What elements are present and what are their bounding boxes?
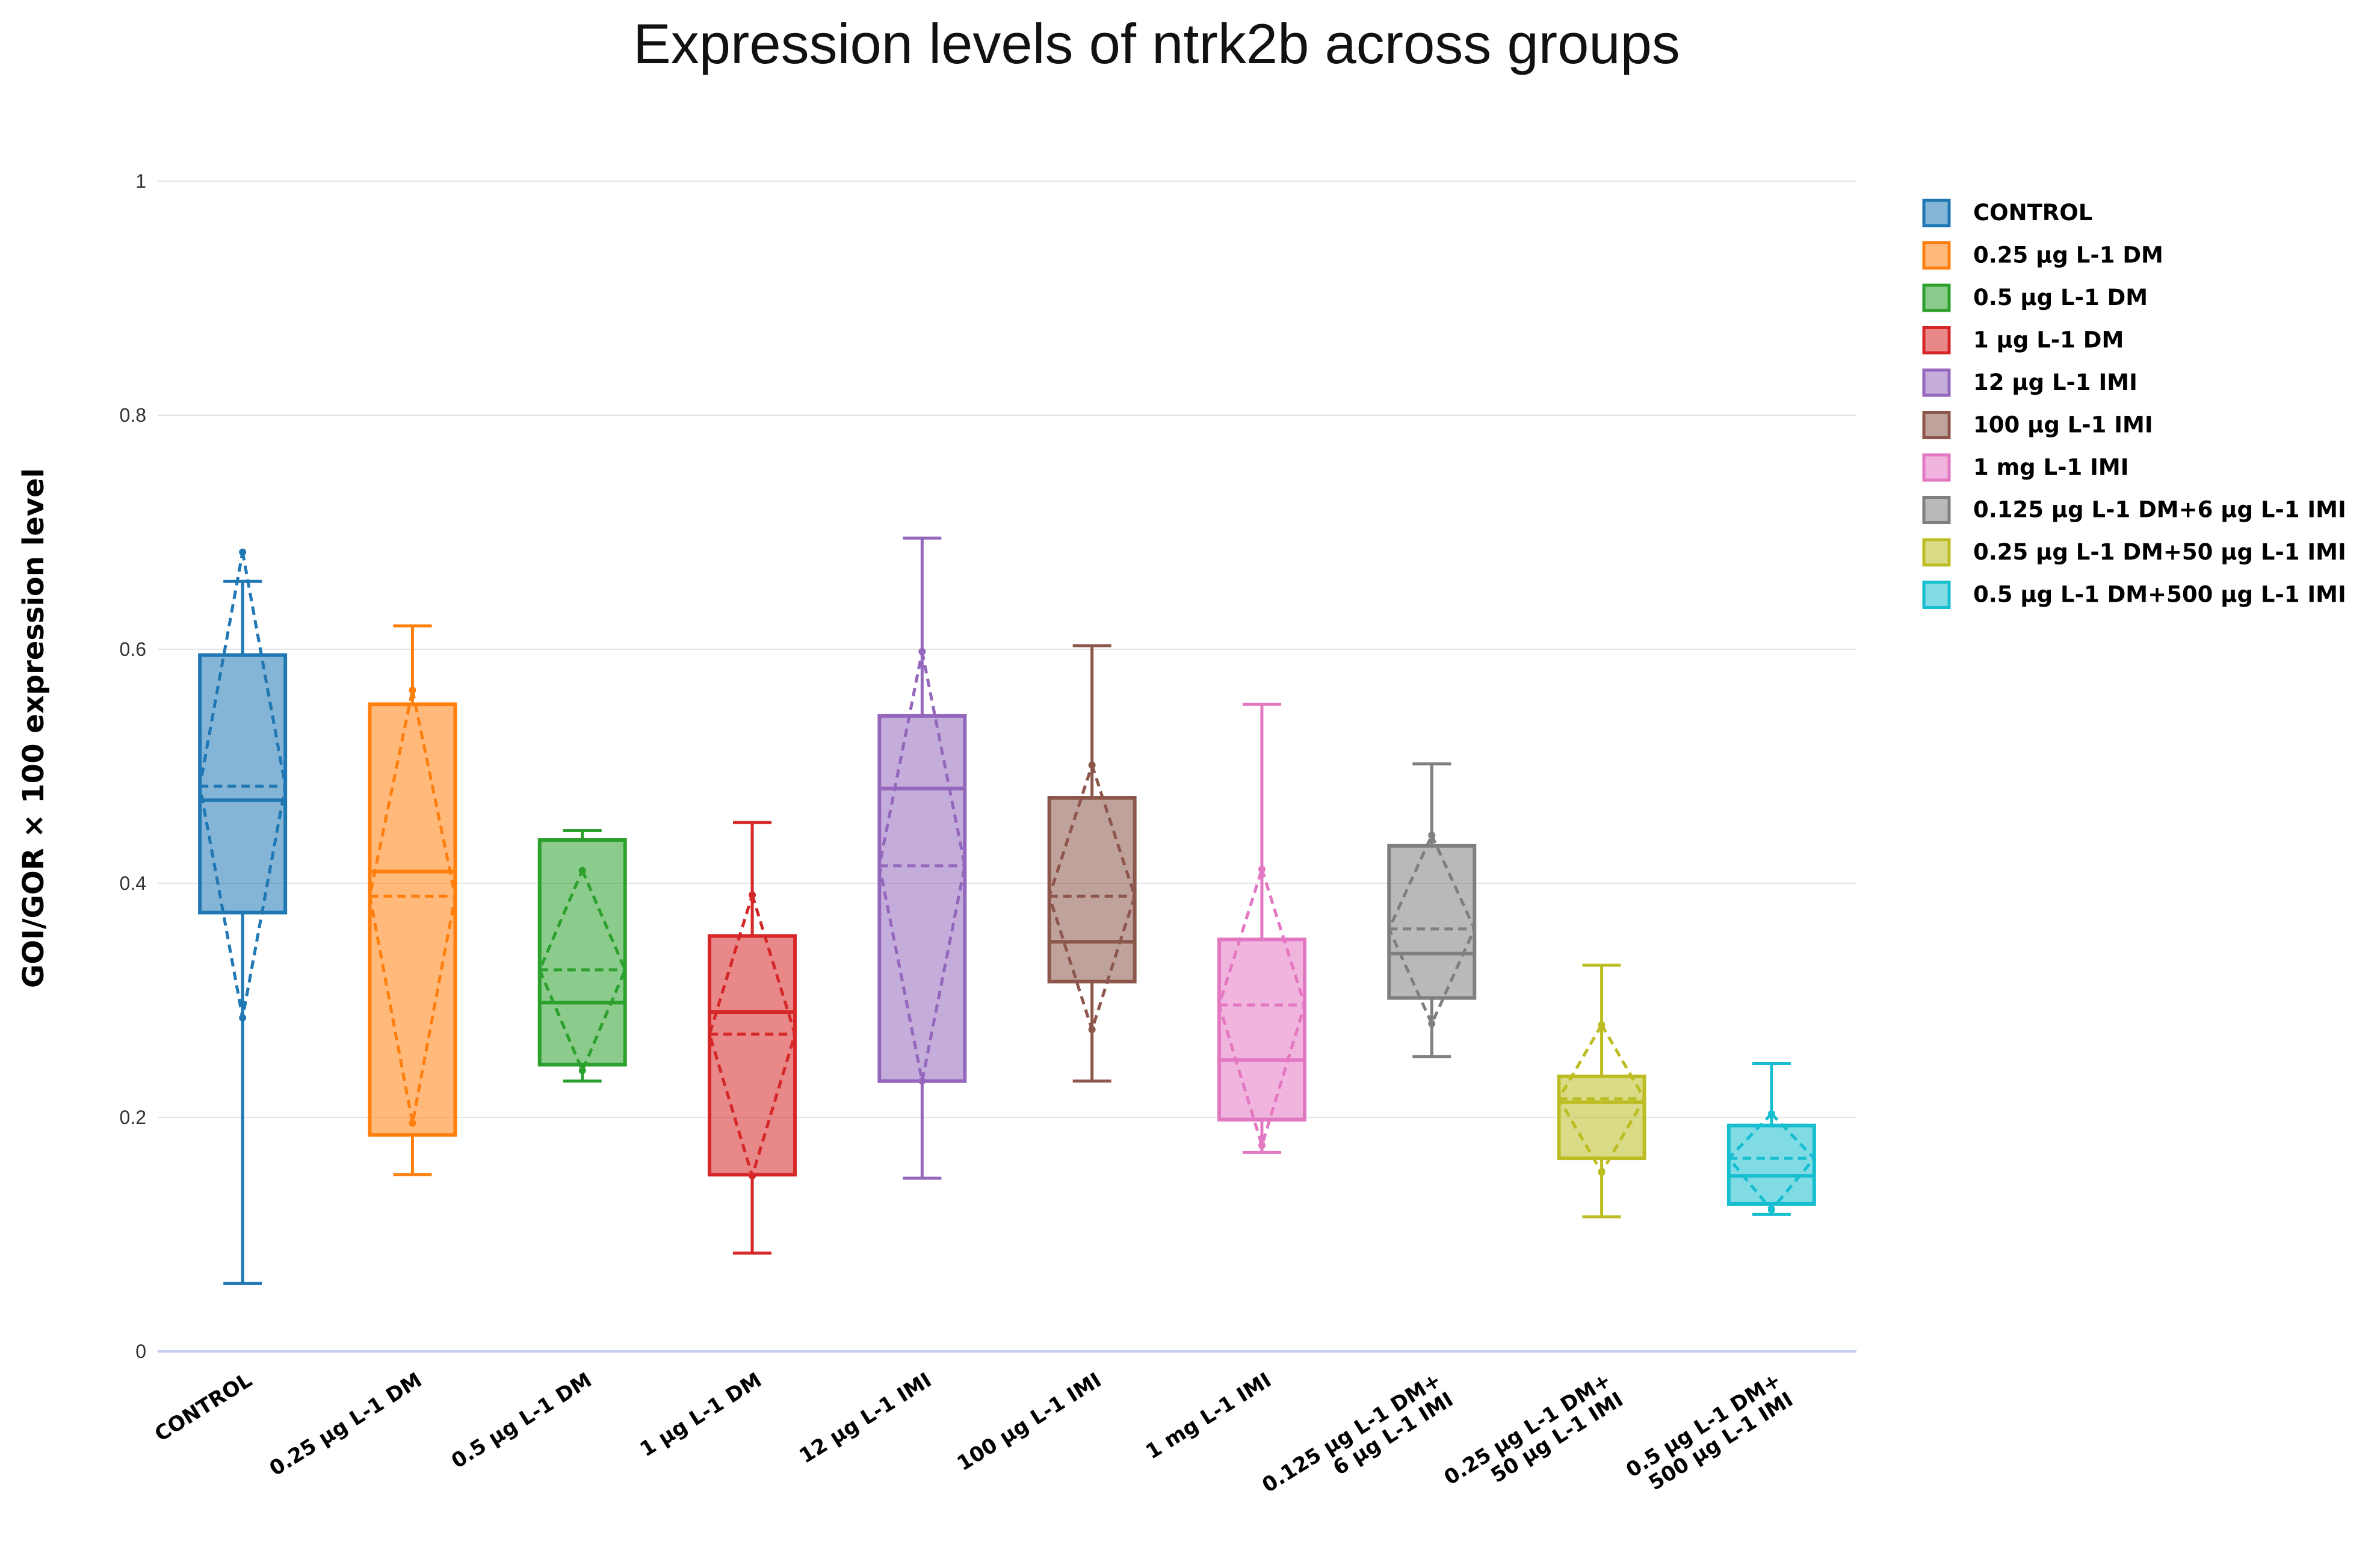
legend-swatch	[1922, 496, 1951, 524]
box-group[interactable]	[877, 536, 967, 1180]
x-tick-label: 0.5 µg L-1 DM+500 µg L-1 IMI	[1622, 1368, 1797, 1502]
sd-marker	[1598, 1168, 1606, 1176]
legend-label: 0.25 µg L-1 DM	[1973, 242, 2163, 268]
sd-marker	[578, 1067, 586, 1075]
box-group[interactable]	[368, 624, 457, 1176]
sd-marker	[239, 1014, 247, 1022]
legend-label: 0.5 µg L-1 DM+500 µg L-1 IMI	[1973, 582, 2346, 608]
box-group[interactable]	[198, 548, 288, 1285]
legend-item[interactable]: 1 µg L-1 DM	[1922, 326, 2124, 354]
box-group[interactable]	[1557, 963, 1646, 1218]
box-iqr	[1726, 1123, 1816, 1206]
sd-diamond	[368, 690, 457, 1124]
y-tick-label: 0.4	[120, 872, 146, 894]
box-group[interactable]	[1726, 1062, 1817, 1216]
box-iqr	[537, 838, 627, 1067]
y-axis-label: GOI/GOR × 100 expression level	[17, 468, 51, 988]
x-axis: CONTROL 0.25 µg L-1 DM 0.5 µg L-1 DM 1 µg L…	[150, 1368, 1797, 1517]
legend-item[interactable]: 0.25 µg L-1 DM	[1922, 241, 2163, 270]
y-tick-label: 0.2	[120, 1107, 146, 1128]
x-tick-label: CONTROL	[150, 1368, 256, 1447]
legend-item[interactable]: 12 µg L-1 IMI	[1922, 368, 2137, 397]
legend[interactable]: CONTROL 0.25 µg L-1 DM 0.5 µg L-1 DM 1 µg L…	[1922, 199, 2346, 609]
legend-label: 12 µg L-1 IMI	[1973, 369, 2137, 395]
legend-label: 0.25 µg L-1 DM+50 µg L-1 IMI	[1973, 539, 2346, 565]
legend-item[interactable]: 0.5 µg L-1 DM+500 µg L-1 IMI	[1922, 581, 2346, 609]
box-iqr	[877, 714, 967, 1083]
x-tick-label: 0.25 µg L-1 DM	[265, 1368, 426, 1481]
sd-marker	[918, 1077, 926, 1085]
box-iqr	[1217, 937, 1306, 1122]
box-iqr	[1557, 1074, 1646, 1161]
box-iqr	[198, 653, 288, 915]
sd-marker	[1598, 1021, 1606, 1029]
box-iqr	[708, 934, 797, 1177]
legend-swatch	[1922, 199, 1951, 227]
legend-item[interactable]: 0.25 µg L-1 DM+50 µg L-1 IMI	[1922, 538, 2346, 567]
sd-marker	[1088, 1026, 1096, 1034]
sd-marker	[1428, 832, 1436, 839]
x-tick-label: 100 µg L-1 IMI	[953, 1368, 1105, 1476]
legend-item[interactable]: 1 mg L-1 IMI	[1922, 453, 2128, 482]
legend-swatch	[1922, 581, 1951, 609]
y-tick-label: 0.8	[120, 404, 146, 426]
sd-diamond	[877, 651, 966, 1082]
box-group[interactable]	[1217, 702, 1306, 1154]
box-iqr	[1047, 796, 1137, 984]
box-iqr	[368, 702, 457, 1137]
legend-swatch	[1922, 368, 1951, 397]
x-tick-label: 0.5 µg L-1 DM	[447, 1368, 596, 1474]
box-group[interactable]	[537, 829, 627, 1083]
box-group[interactable]	[1047, 644, 1137, 1083]
x-tick-label: 0.125 µg L-1 DM+6 µg L-1 IMI	[1258, 1368, 1457, 1517]
sd-marker	[1767, 1206, 1775, 1214]
legend-label: CONTROL	[1973, 200, 2092, 226]
legend-label: 0.5 µg L-1 DM	[1973, 285, 2148, 310]
sd-marker	[239, 548, 247, 556]
legend-item[interactable]: 100 µg L-1 IMI	[1922, 411, 2153, 439]
legend-label: 1 mg L-1 IMI	[1973, 454, 2128, 480]
sd-marker	[1258, 865, 1266, 873]
legend-label: 1 µg L-1 DM	[1973, 327, 2124, 353]
y-tick-label: 1	[135, 170, 146, 192]
legend-label: 100 µg L-1 IMI	[1973, 412, 2153, 438]
sd-marker	[749, 891, 756, 899]
legend-swatch	[1922, 411, 1951, 439]
sd-marker	[1088, 761, 1096, 769]
sd-marker	[409, 687, 416, 694]
chart-title: Expression levels of ntrk2b across group…	[633, 12, 1680, 75]
y-tick-label: 0	[135, 1341, 146, 1362]
x-tick-label: 1 µg L-1 DM	[636, 1368, 766, 1462]
legend-item[interactable]: 0.125 µg L-1 DM+6 µg L-1 IMI	[1922, 496, 2346, 524]
legend-swatch	[1922, 283, 1951, 312]
box-group[interactable]	[1387, 762, 1477, 1058]
legend-item[interactable]: 0.5 µg L-1 DM	[1922, 283, 2148, 312]
sd-marker	[1767, 1110, 1775, 1118]
sd-diamond	[538, 866, 627, 1075]
x-tick-label: 12 µg L-1 IMI	[795, 1368, 936, 1469]
y-tick-label: 0.6	[120, 638, 146, 660]
sd-marker	[749, 1172, 756, 1180]
sd-marker	[1258, 1141, 1266, 1149]
legend-swatch	[1922, 241, 1951, 270]
x-tick-label: 1 mg L-1 IMI	[1142, 1368, 1276, 1465]
sd-marker	[578, 866, 586, 874]
legend-item[interactable]: CONTROL	[1922, 199, 2092, 227]
sd-marker	[918, 647, 926, 655]
box-group[interactable]	[708, 821, 797, 1255]
box-plots	[198, 536, 1817, 1285]
legend-swatch	[1922, 326, 1951, 354]
legend-swatch	[1922, 538, 1951, 567]
legend-swatch	[1922, 453, 1951, 482]
legend-label: 0.125 µg L-1 DM+6 µg L-1 IMI	[1973, 497, 2346, 523]
y-axis: 0 0.2 0.4 0.6 0.8 1	[120, 170, 146, 1362]
x-tick-label: 0.25 µg L-1 DM+50 µg L-1 IMI	[1440, 1368, 1628, 1510]
sd-marker	[1428, 1020, 1436, 1028]
box-iqr	[1387, 844, 1477, 1000]
sd-marker	[409, 1119, 416, 1127]
